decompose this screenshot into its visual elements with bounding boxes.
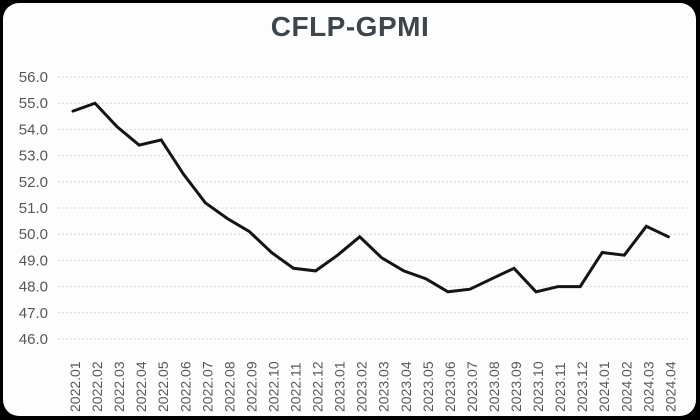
- x-tick-label: 2023.09: [508, 361, 524, 412]
- x-tick-label: 2022.07: [199, 361, 215, 412]
- y-tick-label: 55.0: [19, 95, 48, 112]
- x-tick-label: 2022.10: [265, 361, 281, 412]
- x-tick-label: 2022.11: [288, 362, 304, 412]
- x-tick-label: 2023.10: [530, 361, 546, 412]
- x-tick-label: 2024.03: [640, 361, 656, 412]
- x-tick-label: 2023.02: [354, 361, 370, 412]
- x-tick-label: 2023.06: [442, 361, 458, 412]
- x-tick-label: 2023.01: [332, 361, 348, 412]
- y-tick-label: 54.0: [19, 121, 48, 138]
- y-tick-label: 56.0: [19, 69, 48, 86]
- x-tick-label: 2023.03: [376, 361, 392, 412]
- x-tick-label: 2022.04: [133, 361, 149, 412]
- y-tick-label: 49.0: [19, 252, 48, 269]
- y-tick-label: 47.0: [19, 305, 48, 322]
- x-tick-label: 2024.04: [662, 361, 678, 412]
- x-tick-label: 2022.01: [67, 361, 83, 412]
- chart-card: [3, 3, 696, 416]
- x-tick-label: 2023.04: [398, 361, 414, 412]
- y-tick-label: 50.0: [19, 226, 48, 243]
- x-tick-label: 2023.05: [420, 361, 436, 412]
- x-tick-label: 2023.12: [574, 361, 590, 412]
- x-tick-label: 2022.06: [177, 361, 193, 412]
- x-tick-label: 2022.05: [155, 361, 171, 412]
- x-tick-label: 2023.11: [552, 362, 568, 412]
- y-tick-label: 46.0: [19, 331, 48, 348]
- x-tick-label: 2024.01: [596, 361, 612, 412]
- y-tick-label: 52.0: [19, 174, 48, 191]
- x-tick-label: 2024.02: [618, 361, 634, 412]
- x-tick-label: 2022.12: [310, 361, 326, 412]
- y-tick-label: 53.0: [19, 148, 48, 165]
- y-tick-label: 51.0: [19, 200, 48, 217]
- x-tick-label: 2022.03: [111, 361, 127, 412]
- data-line: [71, 101, 670, 294]
- chart-title: CFLP-GPMI: [270, 11, 430, 42]
- x-tick-label: 2023.08: [486, 361, 502, 412]
- y-tick-label: 48.0: [19, 279, 48, 296]
- x-tick-label: 2022.02: [89, 361, 105, 412]
- x-tick-label: 2022.09: [243, 361, 259, 412]
- x-tick-label: 2022.08: [221, 361, 237, 412]
- x-tick-label: 2023.07: [464, 361, 480, 412]
